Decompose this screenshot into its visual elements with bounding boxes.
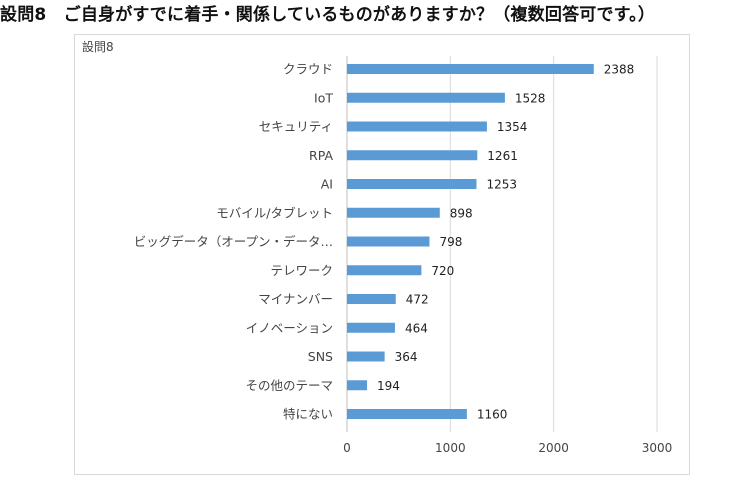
bar xyxy=(347,64,594,74)
bar xyxy=(347,265,422,276)
data-label: 1261 xyxy=(487,149,518,163)
category-label: マイナンバー xyxy=(258,292,333,307)
data-label: 464 xyxy=(405,321,428,335)
category-label: イノベーション xyxy=(246,320,333,335)
page-title: 設問8 ご自身がすでに着手・関係しているものがありますか？（複数回答可です。） xyxy=(0,5,656,25)
data-label: 898 xyxy=(450,206,473,220)
category-label: ビッグデータ（オープン・データ… xyxy=(134,234,333,249)
data-label: 472 xyxy=(406,293,429,307)
bar xyxy=(347,207,440,218)
category-label: セキュリティ xyxy=(259,119,333,134)
chart-area xyxy=(74,34,690,475)
x-tick-label: 0 xyxy=(343,441,351,455)
bar xyxy=(347,150,478,161)
category-label: RPA xyxy=(309,148,333,163)
bar xyxy=(347,380,368,391)
bar xyxy=(347,121,487,132)
data-label: 1253 xyxy=(486,178,517,192)
category-label: SNS xyxy=(308,349,333,364)
chart-title: 設問8 xyxy=(82,40,114,54)
category-label: 特にない xyxy=(283,407,333,422)
data-label: 364 xyxy=(395,350,418,364)
category-label: テレワーク xyxy=(270,263,333,278)
data-label: 798 xyxy=(439,235,462,249)
bar xyxy=(347,92,505,103)
category-label: モバイル/タブレット xyxy=(216,205,333,220)
category-label: その他のテーマ xyxy=(245,378,333,393)
bar xyxy=(347,409,467,419)
bar xyxy=(347,236,430,247)
x-tick-label: 2000 xyxy=(538,441,569,455)
x-tick-label: 1000 xyxy=(435,441,466,455)
category-label: AI xyxy=(321,177,333,192)
data-label: 1354 xyxy=(497,120,528,134)
bar xyxy=(347,351,385,362)
data-label: 720 xyxy=(431,264,454,278)
data-label: 194 xyxy=(377,379,400,393)
data-label: 2388 xyxy=(604,63,635,77)
data-label: 1528 xyxy=(515,91,546,105)
bar xyxy=(347,179,477,189)
bar xyxy=(347,294,396,304)
category-label: IoT xyxy=(314,90,333,105)
bar xyxy=(347,322,395,333)
data-label: 1160 xyxy=(477,408,508,422)
category-label: クラウド xyxy=(283,62,333,77)
x-tick-label: 3000 xyxy=(642,441,673,455)
